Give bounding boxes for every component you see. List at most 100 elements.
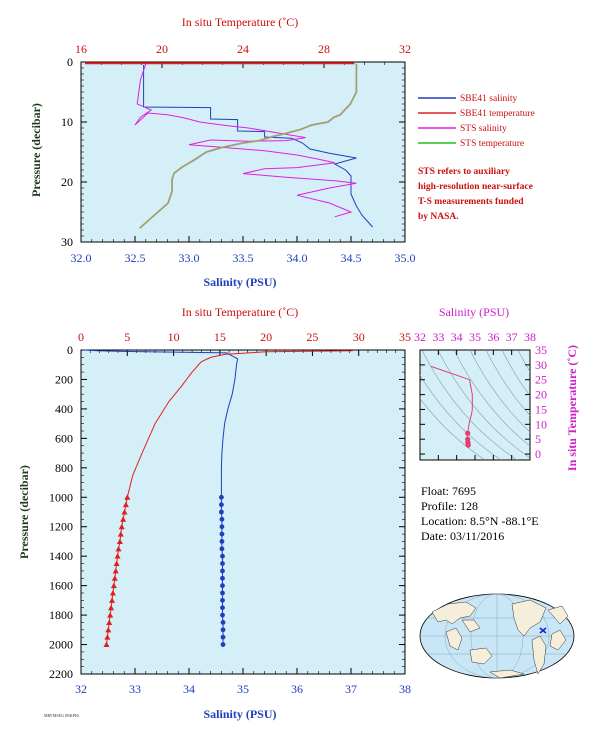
top-x-bottom-tick-label: 34.5 [341,251,362,265]
top-y-tick-label: 30 [61,235,73,249]
main-y-tick-label: 200 [55,372,73,386]
top-chart: 32.0 32.5 33.0 33.5 34.0 34.5 35.0 16 20 24 28 32 0 1… [29,15,416,289]
top-x-bottom-label: Salinity (PSU) [203,275,276,289]
ts-x-tick-label: 34 [451,330,463,344]
main-series [83,349,355,648]
main-plot-area [80,349,406,675]
temperature-marker [117,531,124,537]
temperature-marker [112,567,119,574]
temperature-marker [108,604,115,611]
salinity-marker [219,524,225,530]
temperature-marker [111,575,118,581]
temperature-marker [115,545,122,552]
main-x-bottom-tick-label: 33 [129,682,141,696]
top-series [85,62,373,229]
main-y-tick-label: 1800 [49,608,73,622]
top-x-bottom-tick-label: 33.5 [233,251,254,265]
top-x-bottom-tick-label: 32.5 [125,251,146,265]
temperature-marker [121,509,128,515]
salinity-marker [219,494,224,500]
top-x-top-tick-label: 20 [156,42,168,56]
ts-y-tick-label: 10 [535,417,547,431]
top-x-bottom-tick-label: 32.0 [71,251,92,265]
salinity-marker [220,561,225,566]
ts-profile-point [465,442,471,448]
ts-x-tick-label: 35 [469,330,481,344]
main-x-bottom-tick-label: 32 [75,682,87,696]
temperature-marker [106,619,113,625]
note-line-4: by NASA. [418,212,459,222]
info-location: Location: 8.5°N -88.1°E [421,514,539,528]
temperature-marker [114,553,121,559]
density-contour [469,350,530,433]
salinity-marker [220,590,225,596]
temperature-marker [122,501,129,508]
ts-profile-point [465,430,471,436]
info-date: Date: 03/11/2016 [421,529,504,543]
ts-plot-area [419,349,531,461]
main-axes: 32 33 34 35 36 37 38 0 5 10 15 20 25 30 35 0 200 400 600 80… [49,330,411,696]
density-contour [420,398,486,460]
ts-x-tick-label: 32 [414,330,426,344]
salinity-marker [220,575,225,581]
salinity-marker [220,597,225,603]
main-y-tick-label: 600 [55,431,73,445]
salinity-marker [220,583,225,589]
top-x-bottom-tick-label: 35.0 [395,251,416,265]
density-contour [420,374,502,460]
main-y-tick-label: 800 [55,461,73,475]
density-contour [485,350,530,417]
ts-x-tick-label: 38 [524,330,536,344]
ts-x-tick-label: 33 [432,330,444,344]
top-y-label: Pressure (decibar) [29,103,43,197]
top-x-top-label: In situ Temperature (˚C) [182,15,299,29]
main-y-tick-label: 1000 [49,490,73,504]
density-contour [501,350,530,397]
main-x-bottom-label: Salinity (PSU) [203,707,276,721]
legend-label-sts-temperature: STS temperature [460,139,524,149]
main-x-top-tick-label: 35 [399,330,411,344]
main-y-tick-label: 400 [55,402,73,416]
ts-x-tick-label: 36 [487,330,499,344]
density-contour [453,350,530,447]
top-series-sbe41-salinity [143,65,373,228]
top-axes: 32.0 32.5 33.0 33.5 34.0 34.5 35.0 16 20 24 28 32 0 1… [61,42,416,265]
salinity-marker [220,553,225,559]
ts-x-label: Salinity (PSU) [439,305,509,319]
salinity-marker [220,627,226,633]
density-contour [517,350,530,373]
salinity-marker [219,539,225,544]
density-contour [437,350,530,459]
salinity-marker [219,516,225,522]
temperature-marker [103,641,110,648]
footer-text: MRVMSEG 8NKPHi [44,713,80,718]
main-y-tick-label: 1200 [49,520,73,534]
top-y-tick-label: 10 [61,115,73,129]
salinity-marker [219,546,225,552]
top-x-top-tick-label: 32 [399,42,411,56]
main-y-tick-label: 2000 [49,638,73,652]
note-line-3: T-S measurements funded [418,197,524,207]
legend-label-sbe41-salinity: SBE41 salinity [460,94,518,104]
top-y-tick-label: 0 [67,55,73,69]
ts-y-tick-label: 30 [535,358,547,372]
temperature-marker [105,626,112,633]
main-y-label: Pressure (decibar) [17,465,31,559]
main-x-bottom-tick-label: 36 [291,682,303,696]
salinity-marker [220,634,226,640]
main-line-salinity [83,349,239,498]
salinity-marker [219,531,225,537]
main-x-bottom-tick-label: 38 [399,682,411,696]
note-line-1: STS refers to auxiliary [418,167,510,177]
top-x-top-tick-label: 24 [237,42,249,56]
temperature-marker [109,590,116,596]
salinity-marker [220,605,225,611]
top-x-bottom-tick-label: 34.0 [287,251,308,265]
top-series-sts-salinity [134,63,357,218]
temperature-marker [124,494,131,500]
temperature-marker [107,612,114,618]
main-x-top-tick-label: 30 [353,330,365,344]
density-contour [421,350,518,460]
